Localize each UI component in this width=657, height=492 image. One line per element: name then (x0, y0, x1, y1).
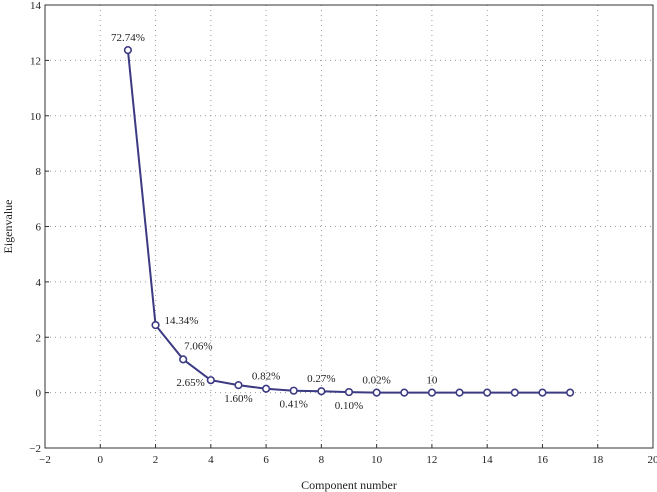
series (123, 46, 575, 397)
data-point (538, 388, 547, 397)
plot-area (45, 5, 653, 448)
x-axis-title: Component number (301, 478, 397, 492)
data-point (234, 381, 243, 390)
y-axis-title: Eigenvalue (1, 200, 15, 254)
data-point (151, 320, 160, 330)
data-point (427, 388, 437, 397)
y-tick-label: 0 (36, 388, 42, 400)
data-label: 72.74% (111, 32, 145, 44)
y-tick-label: 8 (36, 166, 42, 178)
x-tick-label: 2 (153, 454, 159, 466)
y-tick-label: −2 (29, 443, 41, 455)
data-point (510, 388, 519, 397)
data-point (261, 384, 271, 393)
x-tick-label: 8 (319, 454, 325, 466)
data-label: 10 (426, 375, 438, 387)
x-tick-label: 10 (371, 454, 383, 466)
x-tick-label: 18 (592, 454, 604, 466)
y-tick-label: 14 (30, 0, 42, 12)
y-tick-label: 2 (36, 332, 42, 344)
data-label: 0.27% (307, 373, 335, 385)
x-tick-label: 16 (537, 454, 549, 466)
data-point (179, 355, 188, 364)
data-point (455, 388, 464, 397)
data-label: 0.10% (335, 400, 363, 412)
data-point (400, 388, 409, 397)
x-tick-label: 4 (208, 454, 214, 466)
y-tick-label: 6 (36, 222, 42, 234)
data-point (317, 387, 326, 396)
x-tick-label: 6 (263, 454, 269, 466)
data-point (565, 388, 575, 397)
ticks: −2 0 2 4 6 8 10 12 14 16 18 20 −2 0 2 4 6 8 10 12 14 (29, 0, 657, 466)
data-point (289, 386, 298, 395)
data-label: 0.02% (362, 375, 390, 387)
x-tick-label: 12 (426, 454, 437, 466)
data-label: 0.82% (252, 371, 280, 383)
data-point (372, 388, 381, 397)
data-label: 14.34% (165, 315, 199, 327)
x-tick-label: 14 (482, 454, 494, 466)
data-point (344, 387, 354, 397)
x-tick-label: −2 (39, 454, 51, 466)
data-label: 2.65% (176, 377, 204, 389)
data-point (206, 376, 215, 385)
y-tick-label: 4 (36, 277, 42, 289)
data-labels: 72.74% 14.34% 7.06% 2.65% 1.60%0.82% 0.41% 0.2… (111, 32, 438, 412)
data-point (123, 46, 133, 55)
data-point (483, 388, 492, 397)
data-label: 7.06% (184, 340, 212, 352)
x-tick-label: 20 (648, 454, 657, 466)
y-tick-label: 10 (30, 111, 42, 123)
y-tick-label: 12 (30, 55, 41, 67)
x-tick-label: 0 (98, 454, 104, 466)
data-label: 0.41% (280, 399, 308, 411)
data-label: 1.60% (224, 393, 252, 405)
